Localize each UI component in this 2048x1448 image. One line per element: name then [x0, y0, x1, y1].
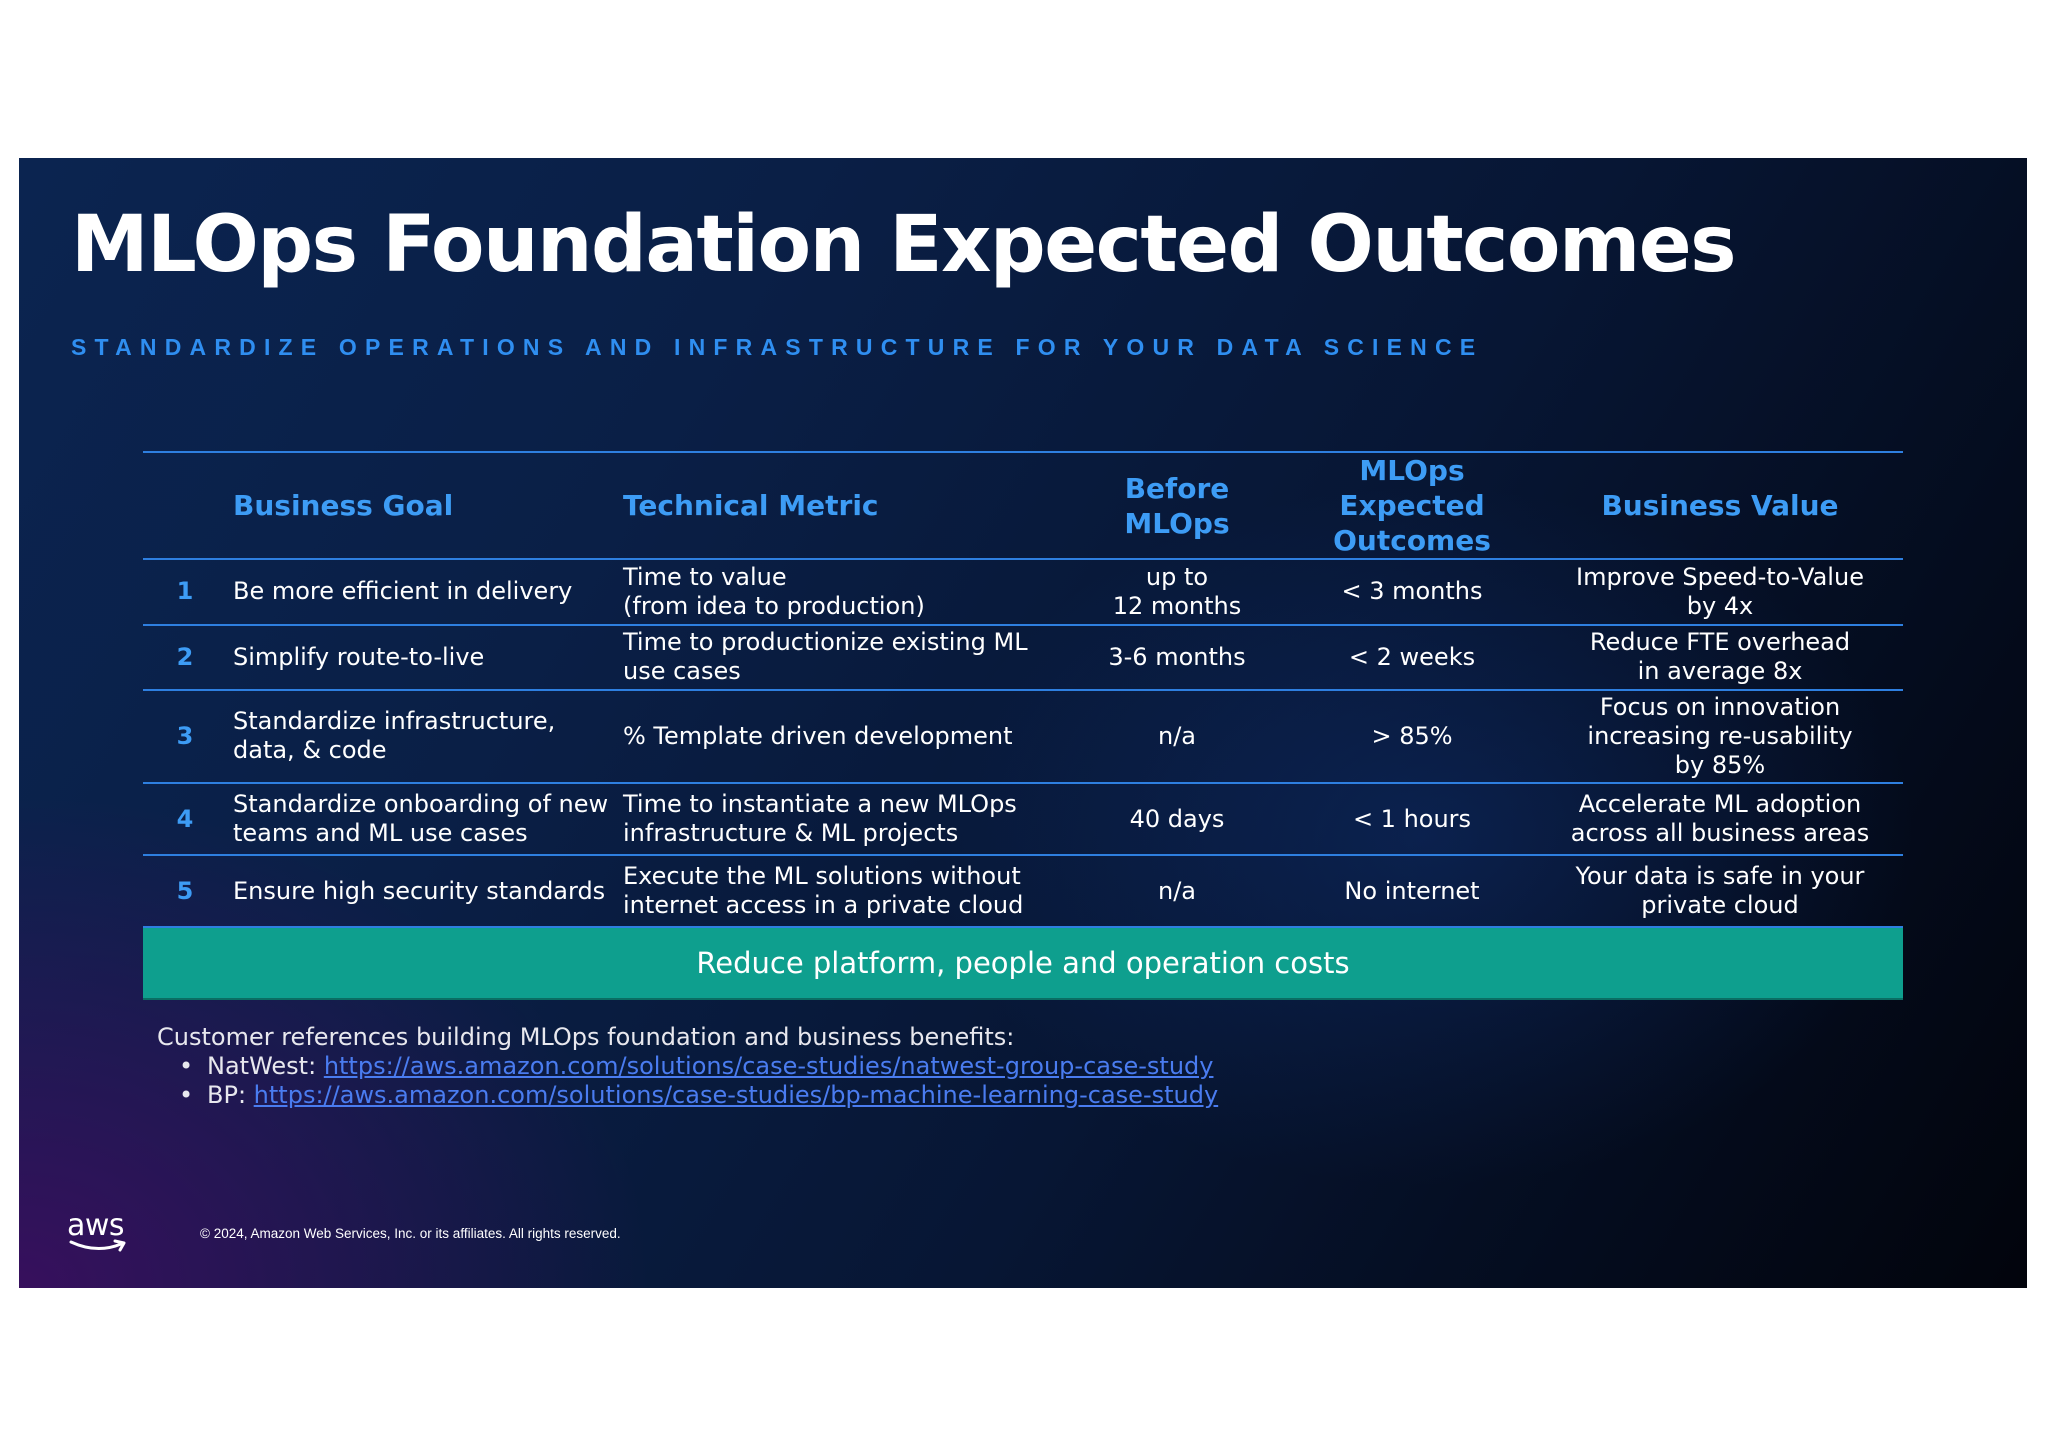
before-mlops-cell: up to 12 months [1067, 559, 1287, 626]
business-goal-cell: Ensure high security standards [227, 855, 617, 929]
row-number: 4 [143, 783, 227, 857]
header-expected-outcomes: MLOps Expected Outcomes [1287, 451, 1537, 560]
technical-metric-cell: % Template driven development [617, 689, 1067, 785]
business-goal-cell: Standardize onboarding of new teams and … [227, 783, 617, 857]
table-row: 3 Standardize infrastructure, data, & co… [143, 689, 1903, 785]
expected-outcome-cell: No internet [1287, 855, 1537, 929]
technical-metric-cell: Execute the ML solutions without interne… [617, 855, 1067, 929]
row-number: 1 [143, 559, 227, 626]
references-intro: Customer references building MLOps found… [157, 1023, 1015, 1051]
aws-logo: aws [67, 1208, 137, 1256]
technical-metric-cell: Time to instantiate a new MLOps infrastr… [617, 783, 1067, 857]
before-mlops-cell: n/a [1067, 855, 1287, 929]
table-row: 1 Be more efficient in delivery Time to … [143, 559, 1903, 626]
list-item: NatWest: https://aws.amazon.com/solution… [179, 1052, 1218, 1081]
business-value-cell: Reduce FTE overhead in average 8x [1537, 625, 1903, 691]
page-subtitle: STANDARDIZE OPERATIONS AND INFRASTRUCTUR… [71, 334, 1484, 360]
business-goal-cell: Simplify route-to-live [227, 625, 617, 691]
natwest-case-study-link[interactable]: https://aws.amazon.com/solutions/case-st… [323, 1052, 1214, 1080]
row-number: 2 [143, 625, 227, 691]
table-row: 2 Simplify route-to-live Time to product… [143, 625, 1903, 691]
reference-label: BP: [207, 1081, 247, 1109]
list-item: BP: https://aws.amazon.com/solutions/cas… [179, 1081, 1218, 1110]
technical-metric-cell: Time to productionize existing ML use ca… [617, 625, 1067, 691]
business-goal-cell: Be more efficient in delivery [227, 559, 617, 626]
outcomes-table: Business Goal Technical Metric Before ML… [143, 451, 1903, 929]
aws-smile-icon [69, 1239, 126, 1252]
expected-outcome-cell: < 3 months [1287, 559, 1537, 626]
before-mlops-cell: 3-6 months [1067, 625, 1287, 691]
copyright-text: © 2024, Amazon Web Services, Inc. or its… [200, 1226, 621, 1241]
business-goal-cell: Standardize infrastructure, data, & code [227, 689, 617, 785]
business-value-cell: Focus on innovation increasing re-usabil… [1537, 689, 1903, 785]
slide: MLOps Foundation Expected Outcomes STAND… [19, 158, 2027, 1288]
reference-label: NatWest: [207, 1052, 317, 1080]
expected-outcome-cell: < 1 hours [1287, 783, 1537, 857]
business-value-cell: Your data is safe in your private cloud [1537, 855, 1903, 929]
header-technical-metric: Technical Metric [617, 451, 1067, 560]
row-number: 5 [143, 855, 227, 929]
row-number: 3 [143, 689, 227, 785]
customer-references: Customer references building MLOps found… [157, 1023, 1218, 1110]
table-row: 4 Standardize onboarding of new teams an… [143, 783, 1903, 857]
business-value-cell: Improve Speed-to-Value by 4x [1537, 559, 1903, 626]
before-mlops-cell: n/a [1067, 689, 1287, 785]
header-before-mlops: Before MLOps [1067, 451, 1287, 560]
aws-logo-text: aws [67, 1208, 125, 1243]
bp-case-study-link[interactable]: https://aws.amazon.com/solutions/case-st… [253, 1081, 1219, 1109]
header-business-goal: Business Goal [227, 451, 617, 560]
technical-metric-cell: Time to value (from idea to production) [617, 559, 1067, 626]
expected-outcome-cell: < 2 weeks [1287, 625, 1537, 691]
before-mlops-cell: 40 days [1067, 783, 1287, 857]
table-header-row: Business Goal Technical Metric Before ML… [143, 451, 1903, 560]
page-title: MLOps Foundation Expected Outcomes [71, 200, 1737, 290]
expected-outcome-cell: > 85% [1287, 689, 1537, 785]
outcomes-table-container: Business Goal Technical Metric Before ML… [143, 451, 1903, 1001]
header-number [143, 451, 227, 560]
cost-reduction-banner: Reduce platform, people and operation co… [143, 928, 1903, 1001]
table-row: 5 Ensure high security standards Execute… [143, 855, 1903, 929]
business-value-cell: Accelerate ML adoption across all busine… [1537, 783, 1903, 857]
references-list: NatWest: https://aws.amazon.com/solution… [157, 1052, 1218, 1110]
header-business-value: Business Value [1537, 451, 1903, 560]
